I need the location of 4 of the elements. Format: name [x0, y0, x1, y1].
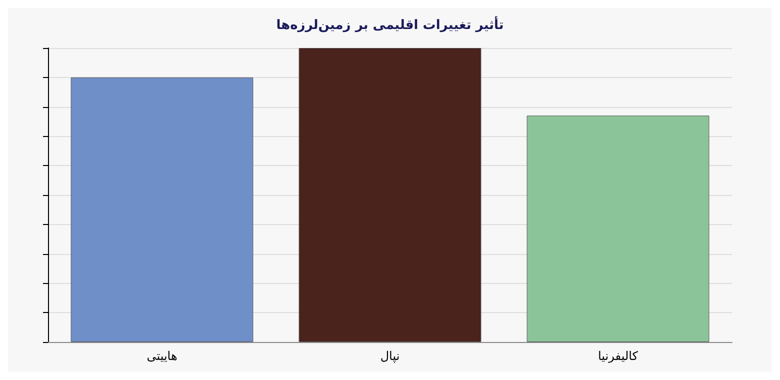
x-tick-label: نپال [380, 349, 400, 363]
x-tick-label: هاییتی [146, 349, 178, 363]
chart-title: تأثیر تغییرات اقلیمی بر زمین‌لرزه‌ها [276, 16, 504, 33]
x-tick-label: کالیفرنیا [598, 349, 638, 363]
